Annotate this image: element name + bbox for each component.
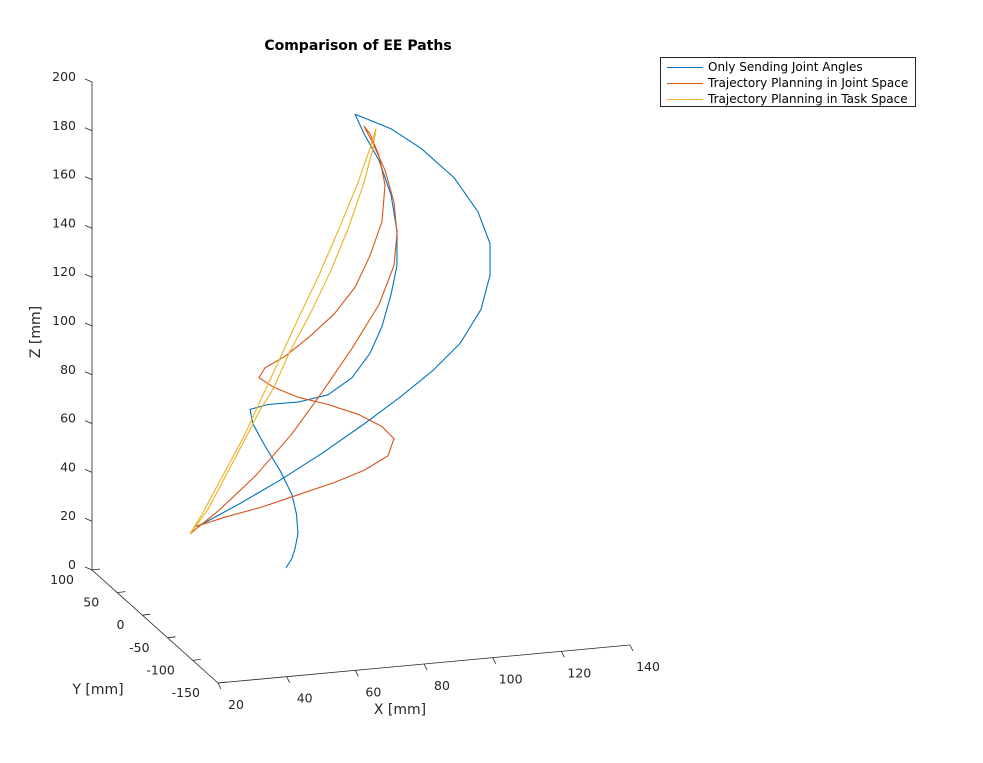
series-layer <box>189 113 491 569</box>
z-tick-label: 60 <box>60 411 76 426</box>
legend-item: Trajectory Planning in Joint Space <box>661 75 915 91</box>
x-tick-mark <box>286 676 291 683</box>
x-tick-label: 100 <box>499 672 523 687</box>
z-tick-label: 200 <box>52 69 76 84</box>
series-line-1 <box>195 113 491 569</box>
x-axis-label: X [mm] <box>374 702 426 718</box>
x-tick-mark <box>423 663 428 671</box>
y-tick-mark <box>142 613 151 616</box>
z-tick-label: 180 <box>52 118 76 133</box>
y-tick-mark <box>192 659 201 661</box>
z-tick-label: 160 <box>52 167 76 182</box>
z-axis-label: Z [mm] <box>28 306 44 358</box>
legend-swatch <box>667 99 703 100</box>
y-tick-label: -100 <box>146 662 174 677</box>
z-tick-mark <box>84 566 93 571</box>
z-tick-mark <box>84 176 93 180</box>
z-tick-label: 140 <box>52 215 76 230</box>
legend-label: Only Sending Joint Angles <box>708 60 863 74</box>
axes: 0 20 40 60 80 100 120 140 160 180 200 100 50 0 -50 -100… <box>50 69 660 712</box>
legend-swatch <box>667 83 703 84</box>
x-tick-label: 120 <box>567 665 591 680</box>
z-tick-label: 0 <box>68 557 76 572</box>
x-tick-label: 140 <box>636 659 660 674</box>
legend-item: Trajectory Planning in Task Space <box>661 91 915 107</box>
z-tick-mark <box>84 127 93 132</box>
z-tick-mark <box>84 371 93 376</box>
y-tick-label: 50 <box>83 595 99 610</box>
labels-layer: Comparison of EE Paths Z [mm] Y [mm] X [… <box>28 38 452 718</box>
z-tick-mark <box>84 469 93 473</box>
x-tick-mark <box>217 682 222 690</box>
z-tick-mark <box>84 322 93 327</box>
z-tick-label: 80 <box>60 362 76 377</box>
x-tick-label: 20 <box>228 697 244 712</box>
z-tick-mark <box>84 420 93 424</box>
z-tick-label: 40 <box>60 459 76 474</box>
legend-label: Trajectory Planning in Task Space <box>708 92 908 106</box>
legend-swatch <box>667 67 703 68</box>
z-tick-mark <box>84 78 93 83</box>
z-tick-label: 20 <box>60 508 76 523</box>
y-tick-mark <box>91 568 101 571</box>
y-tick-label: -150 <box>172 685 200 700</box>
x-tick-mark <box>629 644 634 652</box>
y-tick-mark <box>217 681 227 684</box>
legend-item: Only Sending Joint Angles <box>661 59 915 75</box>
y-tick-label: 0 <box>116 617 124 632</box>
y-tick-mark <box>117 591 126 593</box>
chart-title: Comparison of EE Paths <box>264 38 451 54</box>
legend: Only Sending Joint Angles Trajectory Plan… <box>660 57 916 107</box>
z-tick-mark <box>84 517 93 522</box>
legend-label: Trajectory Planning in Joint Space <box>708 76 909 90</box>
z-tick-label: 120 <box>52 264 76 279</box>
y-axis-line <box>91 569 219 684</box>
x-tick-label: 40 <box>297 691 313 706</box>
x-tick-mark <box>492 657 497 664</box>
z-tick-label: 100 <box>52 313 76 328</box>
z-tick-mark <box>84 225 93 229</box>
x-tick-label: 60 <box>365 684 381 699</box>
z-tick-mark <box>84 273 93 278</box>
x-tick-label: 80 <box>434 678 450 693</box>
series-line-3 <box>189 128 377 535</box>
y-tick-mark <box>167 636 176 639</box>
y-axis-label: Y [mm] <box>71 682 123 698</box>
series-line-2 <box>189 125 398 535</box>
y-tick-label: -50 <box>129 640 149 655</box>
y-tick-label: 100 <box>50 572 74 587</box>
x-tick-mark <box>560 651 565 658</box>
x-tick-mark <box>354 670 359 677</box>
